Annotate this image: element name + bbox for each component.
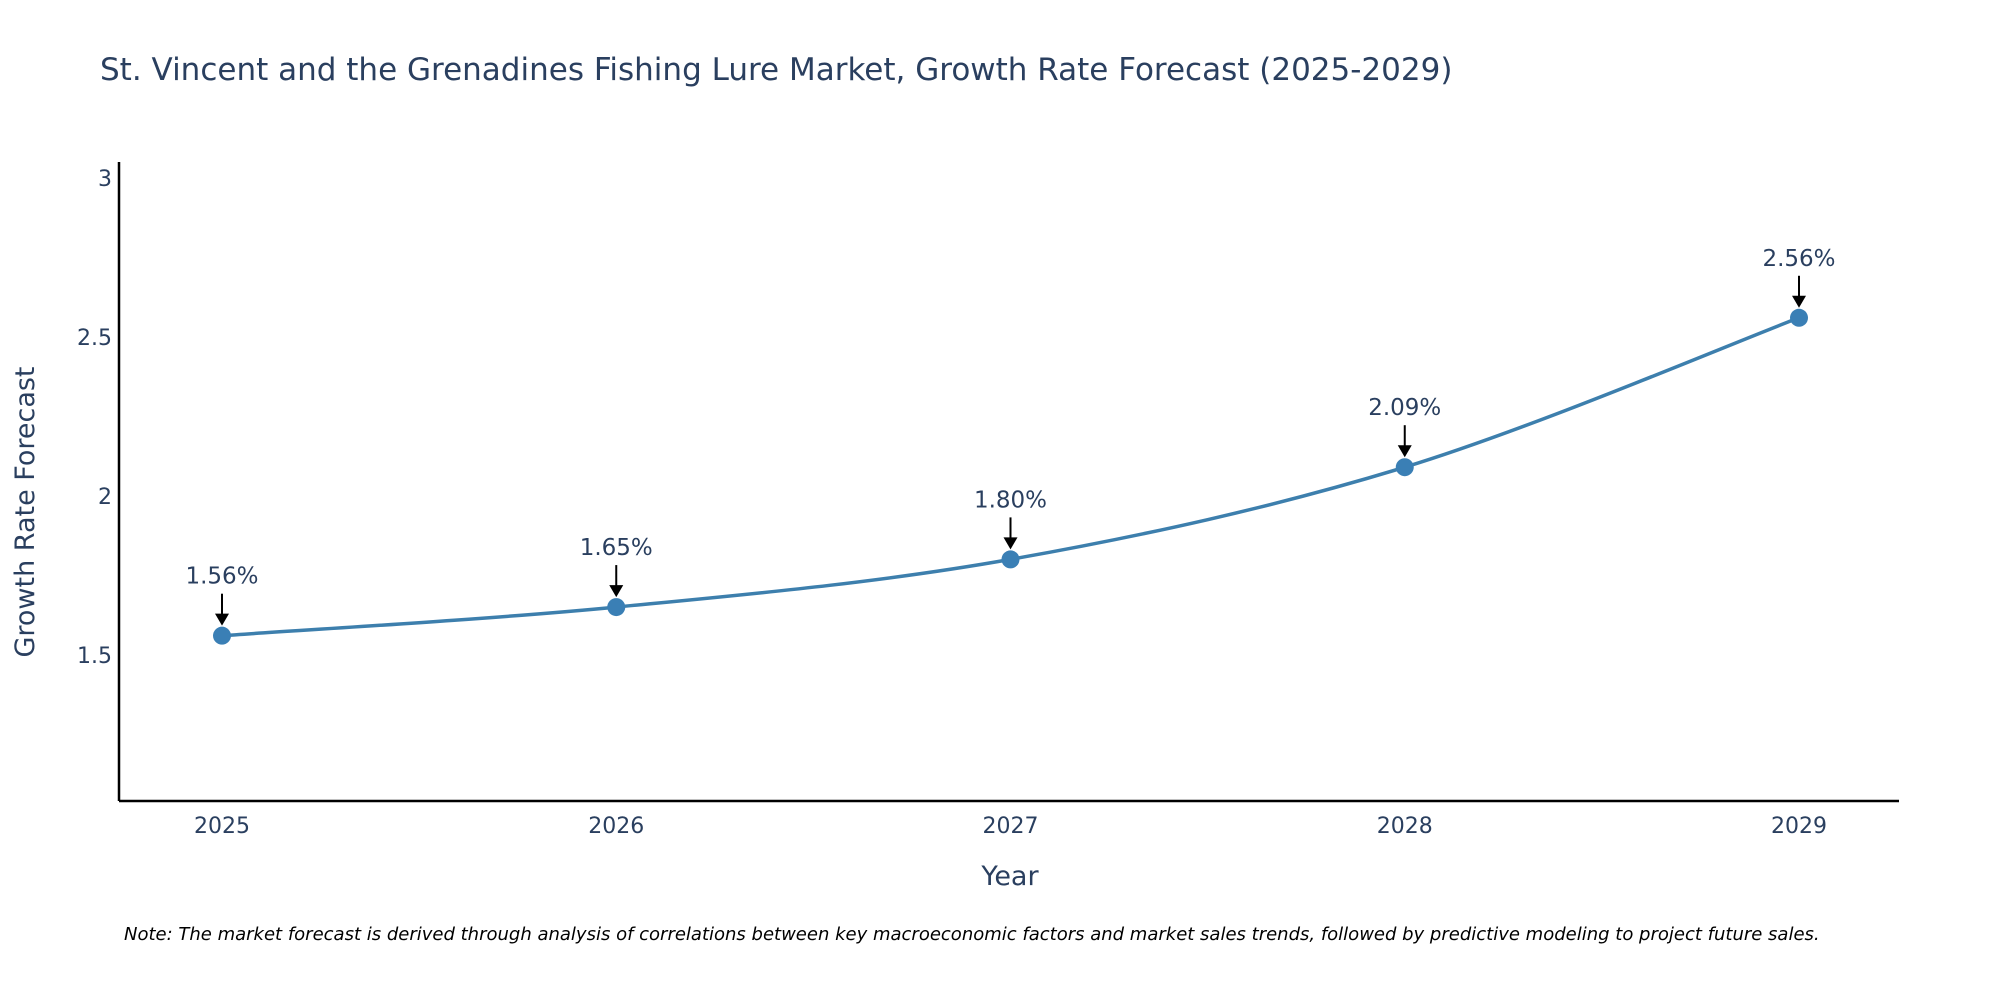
data-label: 1.56% <box>185 564 258 590</box>
data-label: 1.80% <box>974 487 1047 513</box>
data-label: 2.56% <box>1762 246 1835 272</box>
data-point <box>607 598 626 617</box>
footnote: Note: The market forecast is derived thr… <box>124 924 1820 945</box>
y-axis-title: Growth Rate Forecast <box>10 366 41 657</box>
y-tick-label: 3 <box>98 167 112 192</box>
data-label: 2.09% <box>1368 395 1441 421</box>
data-point <box>213 626 231 645</box>
x-tick-label: 2027 <box>983 814 1039 839</box>
x-tick-label: 2029 <box>1771 814 1827 839</box>
y-tick-label: 2 <box>98 485 112 510</box>
data-point <box>1001 550 1020 569</box>
plot-area: 1.5 2 2.5 3 2025 2026 2027 2028 2029 1.56% 1.65% 1.… <box>77 162 1899 839</box>
x-tick-label: 2025 <box>194 814 250 839</box>
annotation-arrow-head <box>215 613 229 626</box>
annotation-arrow-head <box>1397 445 1412 458</box>
x-tick-label: 2026 <box>588 814 644 839</box>
y-tick-label: 2.5 <box>77 326 112 351</box>
data-label: 1.65% <box>580 535 653 561</box>
x-tick-label: 2028 <box>1377 814 1433 839</box>
annotation-arrow-head <box>1792 295 1806 308</box>
y-tick-label: 1.5 <box>77 644 112 669</box>
data-point <box>1790 308 1808 327</box>
x-axis-title: Year <box>980 861 1039 892</box>
annotation-arrow-head <box>609 585 624 598</box>
data-point <box>1395 458 1414 477</box>
annotation-arrow-head <box>1003 537 1018 550</box>
chart-title: St. Vincent and the Grenadines Fishing L… <box>100 52 1452 88</box>
